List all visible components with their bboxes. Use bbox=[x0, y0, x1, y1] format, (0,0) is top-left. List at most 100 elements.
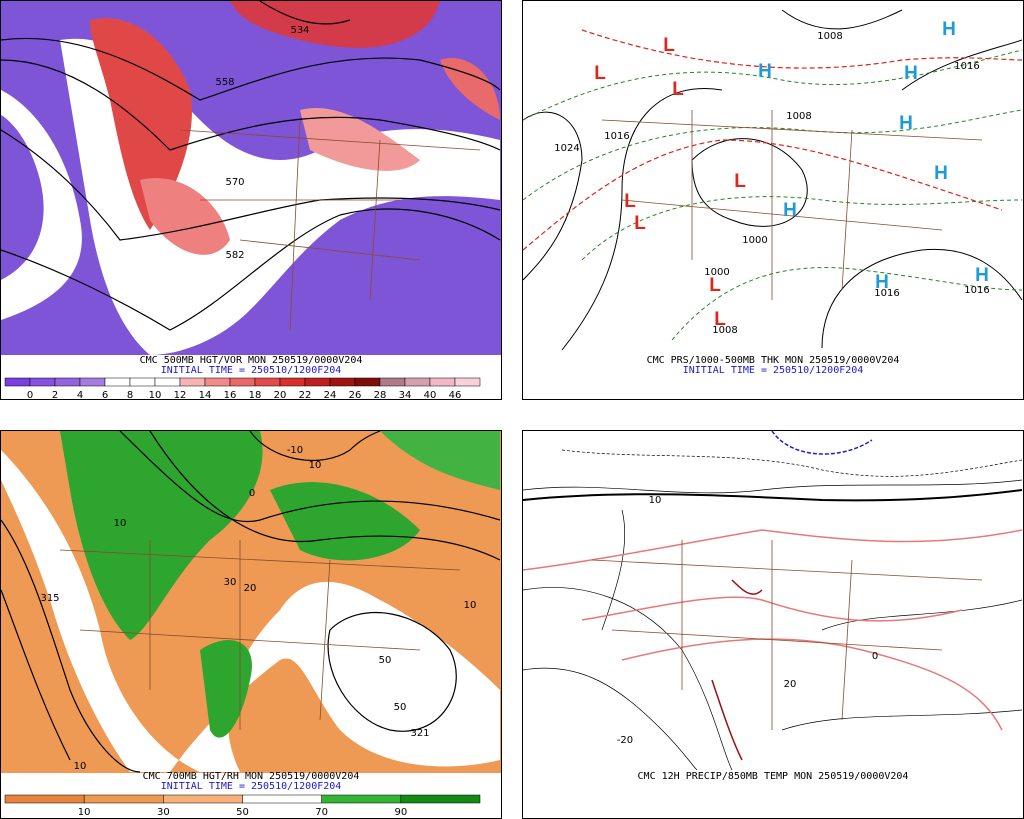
contour-label: 20 bbox=[244, 583, 257, 594]
contour-label: 1000 bbox=[704, 267, 729, 278]
contour-label: 558 bbox=[215, 77, 234, 88]
colorbar-label: 50 bbox=[236, 807, 249, 818]
colorbar-swatch bbox=[454, 377, 481, 387]
high-pressure: H bbox=[934, 163, 948, 184]
contour-label: 10 bbox=[649, 495, 662, 506]
colorbar-swatch bbox=[204, 377, 231, 387]
colorbar-swatch bbox=[354, 377, 381, 387]
colorbar-swatch bbox=[83, 794, 164, 804]
colorbar-swatch bbox=[129, 377, 156, 387]
contour-label: 50 bbox=[394, 702, 407, 713]
colorbar-swatch bbox=[242, 794, 322, 804]
colorbar-swatch bbox=[329, 377, 356, 387]
colorbar-swatch bbox=[400, 794, 481, 804]
colorbar-label: 24 bbox=[324, 390, 337, 401]
colorbar-swatch bbox=[54, 377, 81, 387]
contour-label: 10 bbox=[114, 518, 127, 529]
colorbar-swatch bbox=[379, 377, 406, 387]
initial-time: INITIAL TIME = 250510/1200F204 bbox=[161, 781, 342, 792]
panel-precip bbox=[522, 430, 1024, 819]
contour-label: 50 bbox=[379, 655, 392, 666]
contour-label: 1016 bbox=[604, 131, 629, 142]
panel-500mb bbox=[0, 0, 502, 400]
contour-label: 1016 bbox=[874, 288, 899, 299]
colorbar-label: 70 bbox=[315, 807, 328, 818]
colorbar-label: 26 bbox=[349, 390, 362, 401]
colorbar-label: 40 bbox=[424, 390, 437, 401]
colorbar-label: 20 bbox=[274, 390, 287, 401]
panel-text: CMC 700MB HGT/RH MON 250519/0000V204INIT… bbox=[4, 518, 481, 818]
low-pressure: L bbox=[663, 35, 675, 56]
panel-text: CMC PRS/1000-500MB THK MON 250519/0000V2… bbox=[554, 19, 989, 376]
colorbar-label: 2 bbox=[52, 390, 58, 401]
contour-label: 570 bbox=[225, 177, 244, 188]
high-pressure: H bbox=[942, 19, 956, 40]
colorbar-label: 22 bbox=[299, 390, 312, 401]
panel-700mb bbox=[0, 430, 502, 819]
colorbar-swatch bbox=[229, 377, 256, 387]
contour-label: 10 bbox=[464, 600, 477, 611]
high-pressure: H bbox=[875, 272, 889, 293]
contour-label: 10 bbox=[74, 761, 87, 772]
contour-label: 1016 bbox=[954, 61, 979, 72]
panel-pressure bbox=[522, 0, 1024, 400]
colorbar-label: 34 bbox=[399, 390, 412, 401]
low-pressure: L bbox=[634, 213, 646, 234]
low-pressure: L bbox=[624, 191, 636, 212]
high-pressure: H bbox=[783, 200, 797, 221]
contour-label: 1000 bbox=[742, 235, 767, 246]
colorbar-swatch bbox=[254, 377, 281, 387]
contour-label: 315 bbox=[40, 593, 59, 604]
colorbar-swatch bbox=[104, 377, 131, 387]
colorbar-swatch bbox=[321, 794, 402, 804]
high-pressure: H bbox=[758, 61, 772, 82]
contour-label: -10 bbox=[287, 445, 303, 456]
contour-label: 0 bbox=[249, 488, 255, 499]
colorbar-swatch bbox=[279, 377, 306, 387]
low-pressure: L bbox=[594, 63, 606, 84]
caption: CMC 12H PRECIP/850MB TEMP MON 250519/000… bbox=[638, 771, 909, 782]
caption: CMC 700MB HGT/RH MON 250519/0000V204 bbox=[143, 771, 360, 782]
colorbar-swatch bbox=[304, 377, 331, 387]
colorbar-label: 0 bbox=[27, 390, 33, 401]
colorbar-label: 28 bbox=[374, 390, 387, 401]
contour-label: 0 bbox=[872, 651, 878, 662]
contour-label: 30 bbox=[224, 577, 237, 588]
colorbar-label: 30 bbox=[157, 807, 170, 818]
colorbar-swatch bbox=[79, 377, 106, 387]
panel-text: CMC 12H PRECIP/850MB TEMP MON 250519/000… bbox=[244, 445, 909, 782]
colorbar-label: 8 bbox=[127, 390, 133, 401]
colorbar-label: 6 bbox=[102, 390, 108, 401]
low-pressure: L bbox=[714, 309, 726, 330]
low-pressure: L bbox=[672, 79, 684, 100]
low-pressure: L bbox=[709, 275, 721, 296]
contour-label: -20 bbox=[617, 735, 633, 746]
colorbar-label: 46 bbox=[449, 390, 462, 401]
contour-label: 1008 bbox=[817, 31, 842, 42]
contour-label: 1024 bbox=[554, 143, 579, 154]
colorbar-swatch bbox=[29, 377, 56, 387]
colorbar-label: 10 bbox=[149, 390, 162, 401]
contour-label: 321 bbox=[410, 728, 429, 739]
colorbar-swatch bbox=[163, 794, 243, 804]
contour-label: 1016 bbox=[964, 285, 989, 296]
caption: CMC PRS/1000-500MB THK MON 250519/0000V2… bbox=[647, 355, 900, 366]
initial-time: INITIAL TIME = 250510/1200F204 bbox=[161, 365, 342, 376]
colorbar-swatch bbox=[179, 377, 206, 387]
colorbar-swatch bbox=[154, 377, 181, 387]
contour-label: 1008 bbox=[786, 111, 811, 122]
colorbar-label: 12 bbox=[174, 390, 187, 401]
colorbar-label: 90 bbox=[394, 807, 407, 818]
contour-label: 534 bbox=[290, 25, 309, 36]
high-pressure: H bbox=[899, 113, 913, 134]
colorbar-label: 14 bbox=[199, 390, 212, 401]
contour-label: 1008 bbox=[712, 325, 737, 336]
contour-label: 20 bbox=[784, 679, 797, 690]
high-pressure: H bbox=[975, 265, 989, 286]
colorbar-swatch bbox=[4, 794, 85, 804]
colorbar-swatch bbox=[4, 377, 31, 387]
colorbar-label: 18 bbox=[249, 390, 262, 401]
high-pressure: H bbox=[904, 63, 918, 84]
